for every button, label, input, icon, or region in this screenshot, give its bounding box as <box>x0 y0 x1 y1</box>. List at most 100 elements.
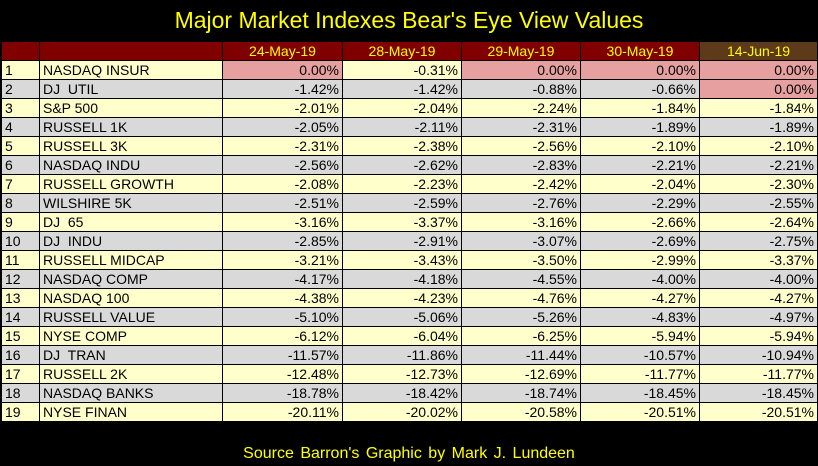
row-number: 2 <box>1 79 40 99</box>
row-number: 19 <box>1 402 40 422</box>
value-cell: -2.01% <box>222 98 343 118</box>
value-cell: -1.89% <box>699 117 818 137</box>
value-cell: -2.21% <box>580 155 700 175</box>
row-number: 13 <box>1 288 40 308</box>
value-cell: -2.38% <box>342 136 462 156</box>
row-number: 9 <box>1 212 40 232</box>
value-cell: -5.06% <box>342 307 462 327</box>
value-cell: -2.05% <box>222 117 343 137</box>
value-cell: -2.11% <box>342 117 462 137</box>
value-cell: -2.62% <box>342 155 462 175</box>
index-name: NYSE FINAN <box>39 402 223 422</box>
row-number: 5 <box>1 136 40 156</box>
value-cell: -5.94% <box>580 326 700 346</box>
value-cell: -12.48% <box>222 364 343 384</box>
table-row: 9 DJ 65 -3.16% -3.37% -3.16% -2.66% -2.64% <box>1 212 818 232</box>
value-cell: -2.75% <box>699 231 818 251</box>
value-cell: -12.73% <box>342 364 462 384</box>
value-cell: -20.58% <box>461 402 581 422</box>
value-cell: -18.45% <box>699 383 818 403</box>
table-row: 10 DJ INDU -2.85% -2.91% -3.07% -2.69% -2.75% <box>1 231 818 251</box>
value-cell: -4.38% <box>222 288 343 308</box>
value-cell: 0.00% <box>699 60 818 80</box>
index-name: NASDAQ 100 <box>39 288 223 308</box>
value-cell: -4.97% <box>699 307 818 327</box>
table-body: 1 NASDAQ INSUR 0.00% -0.31% 0.00% 0.00% 0.00% 2… <box>1 60 818 422</box>
row-number: 10 <box>1 231 40 251</box>
header-index-cell <box>1 41 40 61</box>
index-name: WILSHIRE 5K <box>39 193 223 213</box>
source-credit: Source Barron's Graphic by Mark J. Lunde… <box>243 445 575 462</box>
value-cell: -10.94% <box>699 345 818 365</box>
row-number: 16 <box>1 345 40 365</box>
table-row: 1 NASDAQ INSUR 0.00% -0.31% 0.00% 0.00% 0.00% <box>1 60 818 80</box>
column-header: 14-Jun-19 <box>699 41 818 61</box>
index-name: RUSSELL 2K <box>39 364 223 384</box>
value-cell: -5.94% <box>699 326 818 346</box>
value-cell: -1.42% <box>222 79 343 99</box>
value-cell: -3.50% <box>461 250 581 270</box>
value-cell: -2.08% <box>222 174 343 194</box>
index-name: NYSE COMP <box>39 326 223 346</box>
value-cell: -10.57% <box>580 345 700 365</box>
value-cell: -11.86% <box>342 345 462 365</box>
value-cell: 0.00% <box>699 79 818 99</box>
value-cell: -2.91% <box>342 231 462 251</box>
value-cell: -2.21% <box>699 155 818 175</box>
value-cell: -20.51% <box>580 402 700 422</box>
table-row: 6 NASDAQ INDU -2.56% -2.62% -2.83% -2.21% -2.2… <box>1 155 818 175</box>
value-cell: -11.77% <box>580 364 700 384</box>
chart-title: Major Market Indexes Bear's Eye View Val… <box>174 7 644 33</box>
values-table: 24-May-19 28-May-19 29-May-19 30-May-19 … <box>1 41 818 422</box>
column-header: 29-May-19 <box>461 41 581 61</box>
index-name: RUSSELL VALUE <box>39 307 223 327</box>
value-cell: -2.83% <box>461 155 581 175</box>
value-cell: -3.43% <box>342 250 462 270</box>
value-cell: -12.69% <box>461 364 581 384</box>
value-cell: -6.25% <box>461 326 581 346</box>
value-cell: -3.07% <box>461 231 581 251</box>
value-cell: -2.24% <box>461 98 581 118</box>
value-cell: -0.66% <box>580 79 700 99</box>
table-row: 4 RUSSELL 1K -2.05% -2.11% -2.31% -1.89% -1.89… <box>1 117 818 137</box>
index-name: NASDAQ BANKS <box>39 383 223 403</box>
value-cell: -3.16% <box>222 212 343 232</box>
index-name: DJ 65 <box>39 212 223 232</box>
value-cell: -2.99% <box>580 250 700 270</box>
value-cell: -4.83% <box>580 307 700 327</box>
row-number: 7 <box>1 174 40 194</box>
table-row: 8 WILSHIRE 5K -2.51% -2.59% -2.76% -2.29% -2.5… <box>1 193 818 213</box>
index-name: RUSSELL 3K <box>39 136 223 156</box>
table-row: 19 NYSE FINAN -20.11% -20.02% -20.58% -20.51%… <box>1 402 818 422</box>
row-number: 17 <box>1 364 40 384</box>
value-cell: -2.30% <box>699 174 818 194</box>
value-cell: -2.31% <box>222 136 343 156</box>
row-number: 6 <box>1 155 40 175</box>
value-cell: -4.00% <box>699 269 818 289</box>
index-name: S&P 500 <box>39 98 223 118</box>
row-number: 14 <box>1 307 40 327</box>
table-row: 15 NYSE COMP -6.12% -6.04% -6.25% -5.94% -5.94… <box>1 326 818 346</box>
value-cell: -2.55% <box>699 193 818 213</box>
index-name: NASDAQ INDU <box>39 155 223 175</box>
value-cell: -18.74% <box>461 383 581 403</box>
value-cell: -2.56% <box>461 136 581 156</box>
value-cell: -4.18% <box>342 269 462 289</box>
value-cell: -2.51% <box>222 193 343 213</box>
value-cell: -1.84% <box>699 98 818 118</box>
column-header: 28-May-19 <box>342 41 462 61</box>
index-name: RUSSELL 1K <box>39 117 223 137</box>
value-cell: 0.00% <box>461 60 581 80</box>
index-name: DJ INDU <box>39 231 223 251</box>
value-cell: -2.23% <box>342 174 462 194</box>
value-cell: -2.10% <box>699 136 818 156</box>
value-cell: -2.76% <box>461 193 581 213</box>
value-cell: -5.26% <box>461 307 581 327</box>
table-row: 2 DJ UTIL -1.42% -1.42% -0.88% -0.66% 0.00% <box>1 79 818 99</box>
value-cell: -2.64% <box>699 212 818 232</box>
column-header: 30-May-19 <box>580 41 700 61</box>
table-row: 18 NASDAQ BANKS -18.78% -18.42% -18.74% -18.4… <box>1 383 818 403</box>
value-cell: -4.27% <box>580 288 700 308</box>
table-row: 12 NASDAQ COMP -4.17% -4.18% -4.55% -4.00% -4.… <box>1 269 818 289</box>
value-cell: -3.21% <box>222 250 343 270</box>
